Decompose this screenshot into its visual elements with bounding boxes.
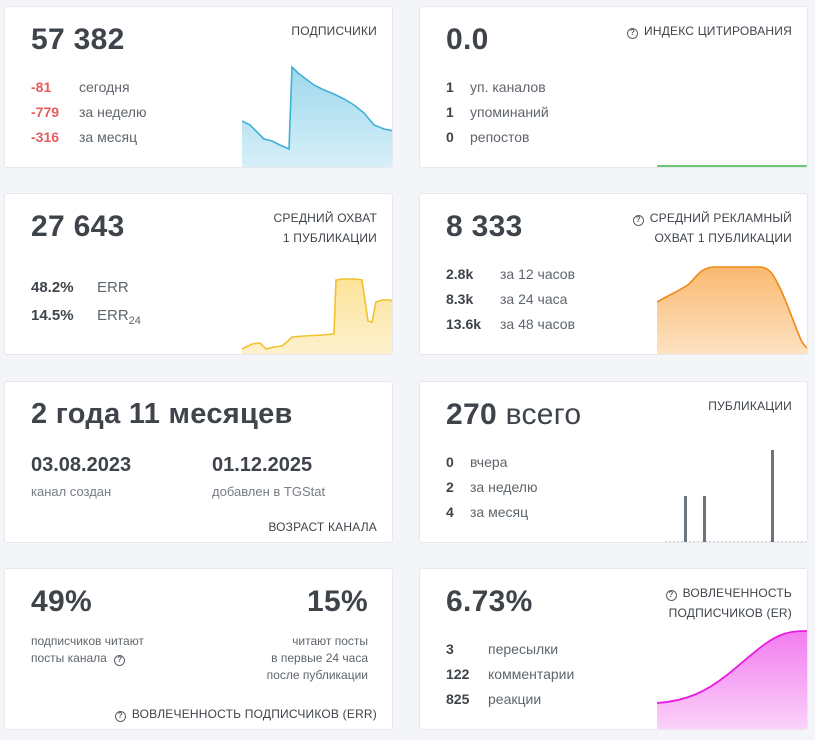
citation-card[interactable]: 0.0 ? ИНДЕКС ЦИТИРОВАНИЯ 1 уп. каналов 1 уп…	[419, 6, 808, 168]
help-circle-icon[interactable]: ?	[665, 590, 677, 601]
ad-reach-row-48h: 13.6k за 48 часов	[446, 316, 576, 332]
subscribers-sparkline	[242, 65, 392, 167]
help-circle-icon[interactable]: ?	[627, 28, 639, 39]
channel-age-card[interactable]: 2 года 11 месяцев 03.08.2023 канал созда…	[4, 381, 393, 543]
tgstat-added-date: 01.12.2025	[212, 454, 313, 476]
publications-row-month: 4 за месяц	[446, 504, 529, 520]
ad-reach-row-12h: 2.8k за 12 часов	[446, 266, 576, 282]
err-card[interactable]: 49% 15% подписчиков читают посты канала …	[4, 568, 393, 730]
help-circle-icon[interactable]: ?	[114, 711, 126, 722]
er-row-forwards: 3 пересылки	[446, 641, 559, 657]
avg-reach-value: 27 643	[31, 210, 125, 243]
ad-reach-sparkline	[657, 266, 807, 354]
citation-row-channels: 1 уп. каналов	[446, 79, 546, 95]
ad-reach-title: ? СРЕДНИЙ РЕКЛАМНЫЙ ОХВАТ 1 ПУБЛИКАЦИИ	[632, 208, 792, 248]
subscribers-card[interactable]: 57 382 ПОДПИСЧИКИ -81 сегодня -779 за неде…	[4, 6, 393, 168]
subscribers-row-month: -316 за месяц	[31, 129, 138, 145]
channel-age-value: 2 года 11 месяцев	[31, 398, 293, 430]
tgstat-added-label: добавлен в TGStat	[212, 484, 326, 499]
ad-reach-card[interactable]: 8 333 ? СРЕДНИЙ РЕКЛАМНЫЙ ОХВАТ 1 ПУБЛИКА…	[419, 193, 808, 355]
publications-total: 270 всего	[446, 398, 582, 431]
publications-row-yesterday: 0 вчера	[446, 454, 508, 470]
citation-row-reposts: 0 репостов	[446, 129, 530, 145]
channel-age-title: ВОЗРАСТ КАНАЛА	[268, 520, 377, 534]
err-24h-description: читают посты в первые 24 часа после публ…	[266, 634, 368, 682]
avg-reach-sparkline	[242, 278, 392, 354]
help-circle-icon[interactable]: ?	[632, 215, 644, 226]
citation-index-value: 0.0	[446, 23, 489, 56]
avg-reach-title: СРЕДНИЙ ОХВАТ 1 ПУБЛИКАЦИИ	[273, 211, 377, 245]
er-title: ? ВОВЛЕЧЕННОСТЬ ПОДПИСЧИКОВ (ER)	[665, 583, 792, 623]
err-title: ? ВОВЛЕЧЕННОСТЬ ПОДПИСЧИКОВ (ERR)	[114, 704, 377, 724]
err-readers-description: подписчиков читают посты канала ?	[31, 634, 144, 666]
err-readers-percent: 49%	[31, 585, 92, 618]
subscribers-count: 57 382	[31, 23, 125, 56]
er-row-comments: 122 комментарии	[446, 666, 575, 682]
citation-row-mentions: 1 упоминаний	[446, 104, 549, 120]
avg-reach-err-row: 48.2% ERR	[31, 279, 129, 296]
err-24h-percent: 15%	[307, 585, 368, 618]
citation-title: ? ИНДЕКС ЦИТИРОВАНИЯ	[627, 21, 792, 41]
help-circle-icon[interactable]: ?	[114, 655, 126, 666]
ad-reach-value: 8 333	[446, 210, 523, 243]
citation-sparkline	[657, 165, 807, 167]
publications-row-week: 2 за неделю	[446, 479, 538, 495]
subscribers-row-today: -81 сегодня	[31, 79, 130, 95]
channel-created-date: 03.08.2023	[31, 454, 132, 476]
er-value: 6.73%	[446, 585, 533, 618]
er-sparkline	[657, 630, 807, 729]
subscribers-row-week: -779 за неделю	[31, 104, 147, 120]
ad-reach-row-24h: 8.3k за 24 часа	[446, 291, 568, 307]
publications-title: ПУБЛИКАЦИИ	[708, 399, 792, 413]
publications-card[interactable]: 270 всего ПУБЛИКАЦИИ 0 вчера 2 за неделю 4…	[419, 381, 808, 543]
avg-reach-card[interactable]: 27 643 СРЕДНИЙ ОХВАТ 1 ПУБЛИКАЦИИ 48.2% E…	[4, 193, 393, 355]
avg-reach-err24-row: 14.5% ERR24	[31, 307, 141, 327]
subscribers-title: ПОДПИСЧИКИ	[291, 24, 377, 38]
publications-sparkline	[665, 450, 807, 542]
channel-created-label: канал создан	[31, 484, 112, 499]
er-row-reactions: 825 реакции	[446, 691, 542, 707]
